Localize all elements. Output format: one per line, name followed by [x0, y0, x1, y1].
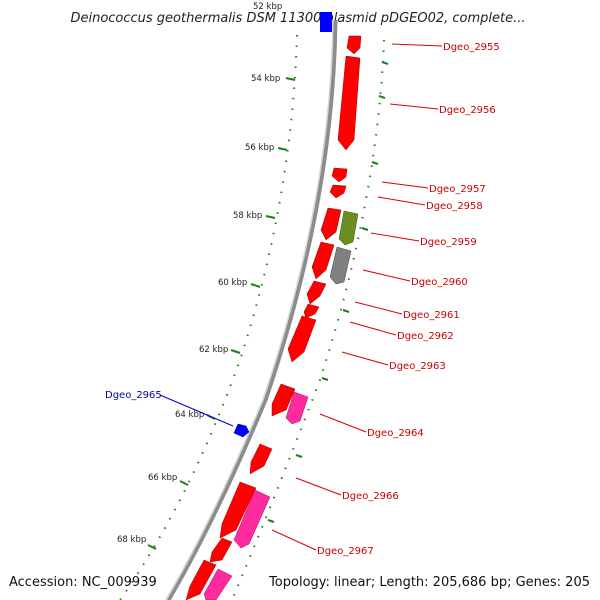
tick-group: 52 kbp 54 kbp 56 kbp 58 kbp 60 kbp 62 kb… — [117, 2, 389, 550]
leader-line — [389, 103, 439, 110]
gene-track-forward — [185, 35, 362, 600]
gene-arrow[interactable] — [271, 383, 296, 417]
tick-mark-right — [381, 61, 389, 65]
gene-label[interactable]: Dgeo_2963 — [389, 361, 446, 372]
tick-label: 68 kbp — [117, 535, 146, 545]
gene-arrow[interactable] — [219, 481, 257, 539]
tick-mark — [147, 544, 157, 550]
gene-label[interactable]: Dgeo_2965 — [105, 390, 162, 401]
gene-dgeo-2967[interactable] — [233, 489, 271, 549]
leader-line — [362, 269, 411, 282]
tick-label: 58 kbp — [233, 211, 262, 221]
gene-top-marker — [320, 12, 332, 32]
gene-arrow[interactable] — [320, 207, 342, 241]
gene-label[interactable]: Dgeo_2958 — [426, 201, 483, 212]
backbone-line — [165, 19, 338, 600]
gene-label[interactable]: Dgeo_2966 — [342, 491, 399, 502]
leader-line — [381, 181, 429, 189]
tick-mark — [265, 215, 276, 219]
gene-track-outer — [203, 210, 359, 600]
leader-line — [370, 232, 420, 242]
tick-mark-right — [371, 161, 379, 165]
gene-arrow[interactable] — [331, 167, 348, 183]
map-title: Deinococcus geothermalis DSM 11300 plasm… — [70, 11, 525, 26]
leader-line — [271, 529, 317, 551]
tick-label: 62 kbp — [199, 345, 228, 355]
gene-label[interactable]: Dgeo_2960 — [411, 277, 468, 288]
gene-label[interactable]: Dgeo_2967 — [317, 546, 374, 557]
leader-line — [349, 321, 397, 336]
gene-label[interactable]: Dgeo_2962 — [397, 331, 454, 342]
leader-line — [341, 351, 389, 366]
backbone-highlight — [165, 19, 334, 600]
scale-dots-left — [119, 34, 298, 600]
scale-dots-right — [231, 39, 385, 600]
tick-mark — [277, 147, 288, 151]
scale-track — [119, 34, 298, 600]
gene-arrow[interactable] — [337, 55, 361, 151]
tick-label: 66 kbp — [148, 473, 177, 483]
summary-text: Topology: linear; Length: 205,686 bp; Ge… — [268, 575, 590, 590]
gene-arrow[interactable] — [303, 303, 320, 319]
gene-dgeo-2965[interactable] — [233, 423, 250, 438]
gene-label[interactable]: Dgeo_2959 — [420, 237, 477, 248]
gene-arrow[interactable] — [185, 559, 217, 600]
gene-pink-bottom[interactable] — [203, 568, 233, 600]
leader-line — [391, 43, 443, 47]
tick-mark — [179, 480, 189, 486]
tick-mark — [285, 77, 296, 81]
tick-mark-right — [267, 519, 275, 523]
gene-arrow[interactable] — [311, 241, 335, 280]
tick-label: 52 kbp — [253, 2, 282, 12]
accession-text: Accession: NC_009939 — [9, 575, 157, 590]
tick-mark-right — [295, 454, 303, 458]
leader-line — [354, 301, 403, 315]
leader-lines — [159, 43, 443, 551]
gene-label[interactable]: Dgeo_2955 — [443, 42, 500, 53]
gene-arrow[interactable] — [306, 280, 327, 305]
leader-line — [295, 477, 342, 496]
gene-arrow[interactable] — [287, 315, 317, 363]
gene-arrow[interactable] — [249, 443, 273, 475]
gene-label[interactable]: Dgeo_2957 — [429, 184, 486, 195]
gene-arrow[interactable] — [329, 184, 347, 199]
tick-mark-right — [378, 95, 386, 99]
tick-label: 64 kbp — [175, 410, 204, 420]
tick-label: 60 kbp — [218, 278, 247, 288]
tick-mark — [230, 349, 241, 354]
gene-labels: Dgeo_2955 Dgeo_2956 Dgeo_2957 Dgeo_2958 … — [105, 42, 500, 557]
gene-label[interactable]: Dgeo_2964 — [367, 428, 424, 439]
gene-label[interactable]: Dgeo_2956 — [439, 105, 496, 116]
tick-mark-right — [361, 227, 369, 231]
tick-mark-right — [342, 309, 350, 313]
leader-line — [159, 394, 234, 427]
gene-label[interactable]: Dgeo_2961 — [403, 310, 460, 321]
leader-line — [319, 413, 367, 433]
tick-mark — [250, 283, 261, 288]
gene-arrow[interactable] — [346, 35, 362, 55]
tick-mark-right — [321, 377, 329, 381]
gene-dgeo-2964[interactable] — [285, 391, 309, 425]
tick-label: 54 kbp — [251, 74, 280, 84]
leader-line — [377, 196, 426, 206]
gene-arrow[interactable] — [209, 537, 233, 563]
tick-label: 56 kbp — [245, 143, 274, 153]
gene-dgeo-2959[interactable] — [338, 210, 359, 246]
gene-dgeo-2960[interactable] — [329, 246, 352, 285]
